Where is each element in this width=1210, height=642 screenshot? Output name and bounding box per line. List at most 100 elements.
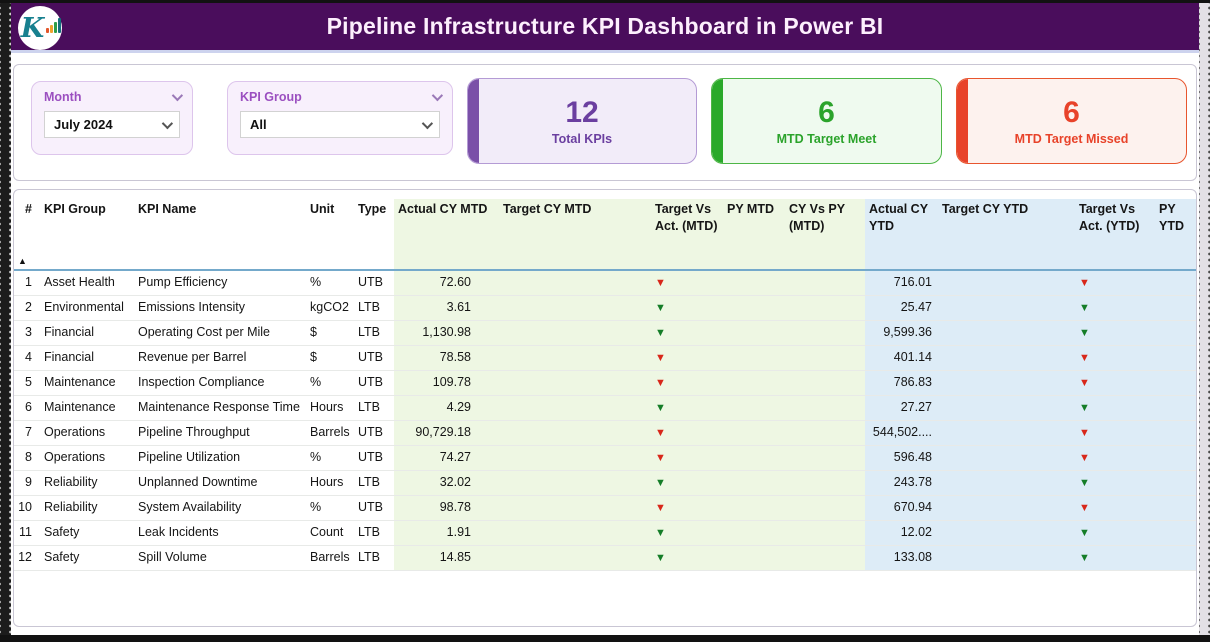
cell-tva_ytd: ▼: [1075, 545, 1155, 571]
cell-name: System Availability: [138, 500, 242, 514]
table-row[interactable]: 10 Reliability System Availability% UTB 98.7…: [14, 495, 1196, 521]
cell-tva_mtd: ▼: [651, 495, 723, 521]
cell-type: LTB: [358, 325, 380, 339]
column-header-target-cy-ytd[interactable]: Target CY YTD: [938, 199, 1075, 270]
mtd-target-missed-card: 6 MTD Target Missed: [956, 78, 1187, 164]
cell-py_mtd: [723, 270, 785, 296]
cell-tva_ytd: ▼: [1075, 470, 1155, 496]
month-dropdown[interactable]: July 2024: [44, 111, 180, 138]
cell-cy_vs_py_mtd: [785, 445, 865, 471]
table-row[interactable]: 9 Reliability Unplanned Downtime Hours LTB 32…: [14, 470, 1196, 496]
trend-down-red-icon: ▼: [655, 277, 666, 289]
cell-name: Pump Efficiency: [138, 275, 228, 289]
trend-down-green-icon: ▼: [655, 527, 666, 539]
cell-tva_ytd: ▼: [1075, 420, 1155, 446]
column-header-cy-vs-py-mtd[interactable]: CY Vs PY (MTD): [785, 199, 865, 270]
cell-py_ytd: [1155, 295, 1196, 321]
cell-tva_mtd: ▼: [651, 445, 723, 471]
trend-down-green-icon: ▼: [1079, 302, 1090, 314]
column-header-target-cy-mtd[interactable]: Target CY MTD: [499, 199, 651, 270]
cell-target_ytd: [938, 545, 1075, 571]
trend-down-red-icon: ▼: [1079, 377, 1090, 389]
table-row[interactable]: 11 Safety Leak Incidents Count LTB 1.91 ▼ 12.02…: [14, 520, 1196, 546]
cell-tva_mtd: ▼: [651, 370, 723, 396]
cell-target_ytd: [938, 520, 1075, 546]
cell-py_ytd: [1155, 495, 1196, 521]
cell-unit: %: [310, 275, 322, 289]
trend-down-green-icon: ▼: [1079, 327, 1090, 339]
column-header-target-vs-act-mtd[interactable]: Target Vs Act. (MTD): [651, 199, 723, 270]
table-row[interactable]: 8 Operations Pipeline Utilization% UTB 74.27…: [14, 445, 1196, 471]
right-perforated-edge: [1199, 3, 1210, 635]
table-row[interactable]: 7 Operations Pipeline Throughput Barrels UTB…: [14, 420, 1196, 446]
column-header-unit[interactable]: Unit: [310, 202, 335, 216]
month-slicer: Month July 2024: [31, 81, 193, 155]
column-header-actual-cy-mtd[interactable]: Actual CY MTD: [394, 199, 499, 270]
cell-unit: kgCO2: [310, 300, 349, 314]
column-header-target-vs-act-ytd[interactable]: Target Vs Act. (YTD): [1075, 199, 1155, 270]
trend-down-green-icon: ▼: [1079, 552, 1090, 564]
table-row[interactable]: 4 Financial Revenue per Barrel $ UTB 78.58 ▼ 40…: [14, 345, 1196, 371]
trend-down-red-icon: ▼: [655, 427, 666, 439]
trend-down-green-icon: ▼: [655, 477, 666, 489]
cell-tva_mtd: ▼: [651, 545, 723, 571]
company-logo: K: [18, 6, 62, 50]
cell-target_mtd: [499, 395, 651, 421]
mtd-target-meet-label: MTD Target Meet: [776, 132, 877, 146]
cell-tva_mtd: ▼: [651, 320, 723, 346]
cell-actual_mtd: 14.85: [394, 545, 499, 571]
cell-actual_mtd: 90,729.18: [394, 420, 499, 446]
trend-down-red-icon: ▼: [1079, 427, 1090, 439]
trend-down-red-icon: ▼: [655, 377, 666, 389]
column-header-py-ytd[interactable]: PY YTD: [1155, 199, 1196, 270]
left-perforated-edge: [0, 3, 11, 635]
chevron-down-icon[interactable]: [431, 89, 444, 102]
mtd-target-meet-value: 6: [818, 96, 835, 129]
column-header-num[interactable]: # ▲: [18, 202, 32, 266]
cell-name: Operating Cost per Mile: [138, 325, 271, 339]
cell-cy_vs_py_mtd: [785, 345, 865, 371]
table-row[interactable]: 2 Environmental Emissions Intensity kgCO2 LT…: [14, 295, 1196, 321]
table-row[interactable]: 6 Maintenance Maintenance Response Time Hou…: [14, 395, 1196, 421]
kpi-group-dropdown[interactable]: All: [240, 111, 440, 138]
cell-cy_vs_py_mtd: [785, 420, 865, 446]
table-row[interactable]: 5 Maintenance Inspection Compliance% UTB 109…: [14, 370, 1196, 396]
cell-tva_mtd: ▼: [651, 520, 723, 546]
cell-py_mtd: [723, 545, 785, 571]
cell-num: 1: [25, 275, 32, 289]
cell-target_mtd: [499, 345, 651, 371]
cell-tva_ytd: ▼: [1075, 370, 1155, 396]
table-row[interactable]: 3 Financial Operating Cost per Mile $ LTB 1,1…: [14, 320, 1196, 346]
cell-target_ytd: [938, 445, 1075, 471]
logo-letter: K: [20, 12, 45, 44]
cell-py_mtd: [723, 320, 785, 346]
cell-actual_mtd: 74.27: [394, 445, 499, 471]
cell-tva_mtd: ▼: [651, 345, 723, 371]
column-header-kpi-group[interactable]: KPI Group: [44, 202, 106, 216]
cell-name: Maintenance Response Time: [138, 400, 300, 414]
cell-actual_mtd: 1,130.98: [394, 320, 499, 346]
cell-tva_ytd: ▼: [1075, 320, 1155, 346]
sort-ascending-icon[interactable]: ▲: [18, 255, 27, 266]
cell-type: LTB: [358, 525, 380, 539]
cell-py_mtd: [723, 495, 785, 521]
column-header-actual-cy-ytd[interactable]: Actual CY YTD: [865, 199, 938, 270]
cell-target_ytd: [938, 320, 1075, 346]
card-accent-bar: [468, 79, 479, 163]
column-header-type[interactable]: Type: [358, 202, 387, 216]
column-header-kpi-name[interactable]: KPI Name: [138, 202, 197, 216]
cell-py_ytd: [1155, 370, 1196, 396]
chevron-down-icon[interactable]: [171, 89, 184, 102]
cell-num: 12: [18, 550, 32, 564]
table-row[interactable]: 12 Safety Spill Volume Barrels LTB 14.85 ▼ 133.…: [14, 545, 1196, 571]
trend-down-red-icon: ▼: [655, 452, 666, 464]
table-row[interactable]: 1 Asset Health Pump Efficiency% UTB 72.60 ▼ 71…: [14, 270, 1196, 296]
cell-tva_ytd: ▼: [1075, 270, 1155, 296]
cell-cy_vs_py_mtd: [785, 545, 865, 571]
cell-name: Unplanned Downtime: [138, 475, 258, 489]
title-banner: K Pipeline Infrastructure KPI Dashboard …: [11, 3, 1199, 53]
column-header-py-mtd[interactable]: PY MTD: [723, 199, 785, 270]
cell-tva_mtd: ▼: [651, 295, 723, 321]
cell-target_ytd: [938, 470, 1075, 496]
